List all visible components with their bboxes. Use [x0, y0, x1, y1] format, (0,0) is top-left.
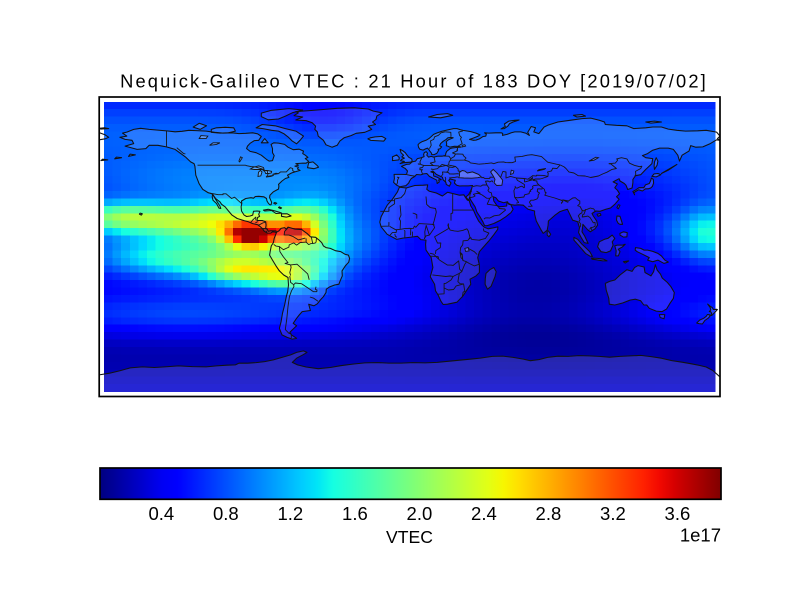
- svg-text:Nequick-Galileo VTEC : 21 Hour: Nequick-Galileo VTEC : 21 Hour of 183 DO…: [120, 71, 708, 92]
- svg-text:1.2: 1.2: [277, 503, 303, 524]
- svg-text:2.4: 2.4: [471, 503, 497, 524]
- svg-text:3.6: 3.6: [665, 503, 691, 524]
- svg-text:1.6: 1.6: [342, 503, 368, 524]
- svg-text:1e17: 1e17: [680, 525, 721, 546]
- svg-text:2.0: 2.0: [407, 503, 433, 524]
- svg-text:VTEC: VTEC: [386, 527, 433, 547]
- svg-text:3.2: 3.2: [600, 503, 626, 524]
- svg-text:0.8: 0.8: [213, 503, 239, 524]
- svg-text:0.4: 0.4: [148, 503, 174, 524]
- svg-text:2.8: 2.8: [536, 503, 562, 524]
